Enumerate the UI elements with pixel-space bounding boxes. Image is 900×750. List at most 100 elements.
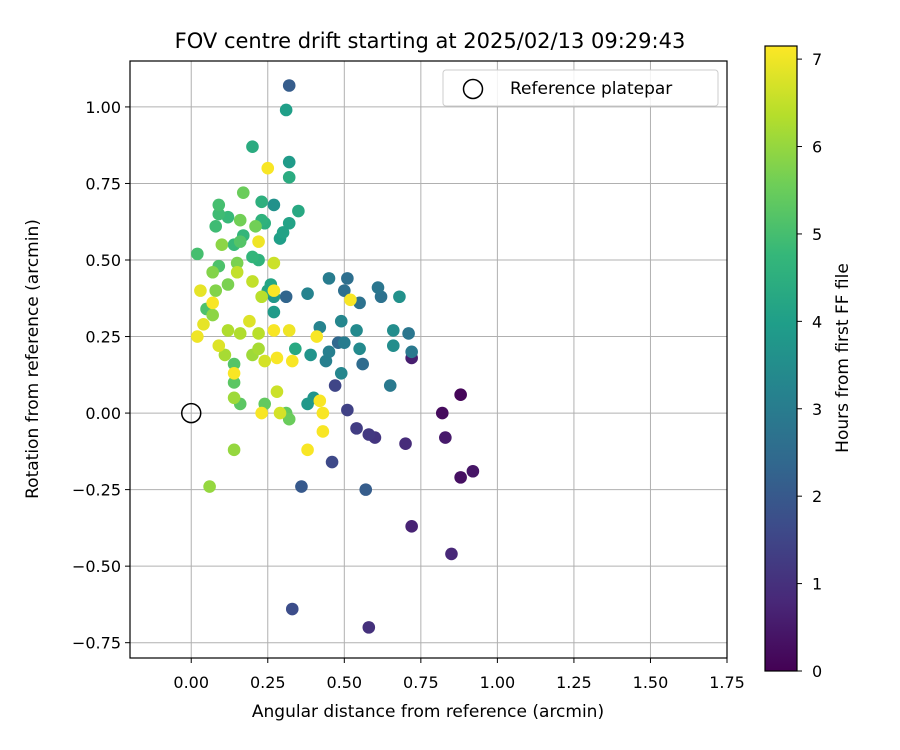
data-point	[261, 161, 275, 175]
data-point	[233, 327, 247, 340]
data-point	[341, 272, 354, 285]
data-point	[218, 348, 232, 362]
colorbar-frame	[764, 45, 798, 672]
data-point	[258, 354, 272, 368]
data-point	[292, 204, 305, 218]
data-point	[246, 275, 259, 288]
colorbar-tick-label: 5	[812, 225, 822, 244]
data-point	[402, 327, 415, 340]
data-point	[203, 480, 216, 493]
data-point	[230, 265, 244, 279]
data-point	[289, 342, 302, 356]
data-point	[206, 308, 219, 322]
data-point	[191, 330, 204, 343]
data-point	[338, 336, 351, 349]
data-point	[313, 394, 327, 408]
data-point	[209, 284, 223, 297]
data-point	[255, 195, 268, 209]
y-tick-label: −0.50	[72, 557, 121, 576]
data-point	[344, 293, 357, 307]
data-point	[405, 520, 418, 533]
data-point	[230, 256, 244, 270]
data-point	[322, 345, 336, 359]
data-point	[212, 339, 226, 353]
colorbar-fill	[765, 46, 797, 671]
y-tick-label: 0.00	[85, 404, 121, 423]
legend: Reference platepar	[442, 69, 719, 107]
colorbar-tick-label: 2	[812, 487, 822, 506]
colorbar: 0 1 2 3 4 5 6 7 Hours from first FF file	[764, 45, 853, 681]
data-point	[206, 265, 219, 279]
data-point	[255, 290, 268, 304]
data-point	[267, 305, 281, 319]
x-axis-label: Angular distance from reference (arcmin)	[252, 702, 604, 722]
data-point	[249, 220, 262, 233]
data-point	[267, 284, 281, 297]
data-point	[466, 464, 480, 478]
data-point	[227, 376, 241, 389]
data-point	[325, 455, 339, 469]
data-point	[227, 366, 241, 380]
grid-lines	[130, 61, 728, 658]
data-point	[353, 342, 366, 356]
x-tick-label: 0.50	[326, 673, 362, 692]
data-point	[273, 406, 287, 420]
colorbar-label: Hours from first FF file	[833, 263, 853, 453]
data-point	[227, 357, 241, 371]
y-tick-label: −0.75	[72, 634, 121, 653]
colorbar-tick-label: 1	[812, 575, 822, 594]
y-tick-label: −0.25	[72, 481, 121, 500]
data-point	[393, 290, 406, 304]
data-point	[212, 198, 226, 212]
y-tick-label: 1.00	[85, 98, 121, 117]
data-point	[386, 339, 400, 353]
legend-marker-icon	[462, 78, 484, 100]
data-point	[270, 385, 284, 398]
data-point	[227, 443, 241, 457]
data-point	[383, 379, 397, 392]
colorbar-tick-label: 4	[812, 312, 822, 331]
data-point	[301, 443, 314, 457]
x-tick-label: 0.25	[250, 673, 286, 692]
data-point	[221, 278, 235, 291]
data-point	[191, 247, 204, 261]
x-tick-label: 0.00	[173, 673, 209, 692]
data-point	[282, 324, 296, 337]
legend-entry-label: Reference platepar	[510, 79, 672, 99]
data-point	[270, 351, 284, 365]
colorbar-tick-label: 6	[812, 138, 822, 157]
x-tick-label: 0.75	[403, 673, 439, 692]
data-point	[322, 272, 336, 285]
reference-point	[180, 402, 202, 424]
legend-box	[442, 69, 719, 107]
y-axis-label: Rotation from reference (arcmin)	[23, 219, 43, 499]
data-point	[279, 103, 293, 117]
data-point	[212, 207, 226, 221]
chart-title: FOV centre drift starting at 2025/02/13 …	[175, 29, 686, 53]
data-point	[316, 406, 330, 420]
data-point	[233, 213, 247, 227]
data-point	[439, 431, 452, 444]
x-tick-label: 1.00	[480, 673, 516, 692]
data-point	[362, 621, 376, 634]
data-point	[435, 406, 449, 420]
data-point	[359, 483, 373, 496]
data-point	[282, 155, 296, 169]
data-point	[454, 388, 467, 402]
data-point	[304, 348, 317, 362]
x-tick-label: 1.50	[633, 673, 669, 692]
data-point	[206, 296, 219, 310]
data-point	[252, 235, 265, 248]
plot-frame	[129, 60, 728, 659]
data-point	[334, 366, 348, 380]
data-point	[285, 602, 299, 616]
data-point	[295, 480, 308, 493]
data-point	[197, 317, 210, 331]
x-tick-label: 1.25	[556, 673, 592, 692]
data-point	[233, 235, 247, 248]
data-point	[285, 354, 299, 368]
data-points	[191, 79, 480, 634]
y-tick-label: 0.25	[85, 328, 121, 347]
data-point	[386, 324, 400, 337]
